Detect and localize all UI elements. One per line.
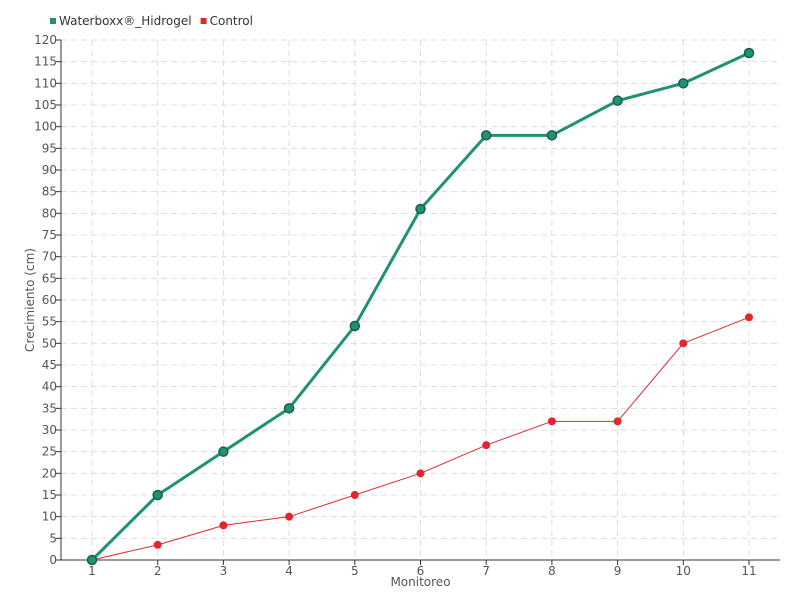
x-tick-label: 8 bbox=[548, 564, 556, 578]
legend-label-waterboxx[interactable]: Waterboxx®_Hidrogel bbox=[59, 14, 192, 28]
y-tick-label: 110 bbox=[34, 76, 57, 90]
y-tick-label: 20 bbox=[42, 466, 57, 480]
y-axis-title: Crecimiento (cm) bbox=[23, 248, 37, 352]
data-point[interactable] bbox=[218, 446, 229, 457]
data-point[interactable] bbox=[546, 130, 558, 141]
legend-swatch-waterboxx bbox=[50, 18, 56, 24]
x-tick-label: 2 bbox=[154, 564, 162, 578]
y-tick-label: 95 bbox=[42, 141, 57, 155]
x-tick-label: 1 bbox=[88, 564, 96, 578]
y-tick-label: 65 bbox=[42, 271, 57, 285]
x-tick-label: 6 bbox=[417, 564, 425, 578]
y-tick-label: 120 bbox=[34, 33, 57, 47]
y-tick-label: 45 bbox=[42, 358, 57, 372]
y-tick-label: 115 bbox=[34, 55, 57, 69]
data-point[interactable] bbox=[416, 469, 425, 478]
data-point[interactable] bbox=[679, 339, 688, 348]
data-point[interactable] bbox=[743, 47, 755, 59]
y-tick-label: 5 bbox=[49, 531, 57, 545]
legend-swatch-control bbox=[200, 18, 207, 24]
data-point[interactable] bbox=[613, 417, 622, 426]
x-tick-label: 11 bbox=[741, 564, 756, 578]
y-tick-label: 40 bbox=[42, 380, 57, 394]
x-tick-label: 3 bbox=[220, 564, 228, 578]
x-tick-label: 10 bbox=[676, 564, 691, 578]
y-tick-label: 75 bbox=[42, 228, 57, 242]
y-tick-label: 60 bbox=[42, 293, 57, 307]
x-axis-title: Monitoreo bbox=[390, 575, 450, 589]
y-tick-label: 90 bbox=[42, 163, 57, 177]
y-tick-label: 25 bbox=[42, 445, 57, 459]
y-tick-label: 55 bbox=[42, 315, 57, 329]
data-point[interactable] bbox=[152, 489, 163, 501]
y-tick-label: 100 bbox=[34, 120, 57, 134]
data-point[interactable] bbox=[415, 203, 426, 215]
y-tick-label: 15 bbox=[42, 488, 57, 502]
series-waterboxx bbox=[86, 47, 755, 566]
data-point[interactable] bbox=[285, 512, 294, 521]
y-tick-label: 80 bbox=[42, 206, 57, 220]
grid bbox=[61, 39, 780, 561]
legend[interactable]: Waterboxx®_Hidrogel Control bbox=[50, 14, 253, 28]
x-axis-ticks: 1 2 3 4 5 6 7 8 9 10 11 bbox=[88, 560, 757, 578]
data-point[interactable] bbox=[482, 441, 491, 450]
data-point[interactable] bbox=[219, 521, 228, 530]
data-point[interactable] bbox=[86, 554, 98, 566]
series bbox=[86, 47, 755, 566]
y-tick-label: 35 bbox=[42, 401, 57, 415]
data-point[interactable] bbox=[547, 417, 556, 426]
data-point[interactable] bbox=[745, 313, 753, 322]
x-tick-label: 9 bbox=[614, 564, 622, 578]
y-tick-label: 85 bbox=[42, 185, 57, 199]
y-tick-label: 70 bbox=[42, 250, 57, 264]
data-point[interactable] bbox=[678, 78, 689, 89]
data-point[interactable] bbox=[153, 540, 162, 549]
data-point[interactable] bbox=[283, 403, 295, 414]
y-tick-label: 105 bbox=[34, 98, 57, 112]
x-tick-label: 4 bbox=[285, 564, 293, 578]
legend-label-control[interactable]: Control bbox=[210, 14, 253, 28]
y-tick-label: 30 bbox=[42, 423, 57, 437]
data-point[interactable] bbox=[480, 130, 492, 141]
data-point[interactable] bbox=[349, 320, 361, 332]
x-tick-label: 7 bbox=[482, 564, 490, 578]
y-tick-label: 50 bbox=[42, 336, 57, 350]
series-control bbox=[88, 313, 753, 564]
x-tick-label: 5 bbox=[351, 564, 359, 578]
y-tick-label: 10 bbox=[42, 510, 57, 524]
data-point[interactable] bbox=[612, 95, 623, 106]
data-point[interactable] bbox=[350, 491, 359, 499]
y-axis-ticks: 0 5 10 15 20 25 30 35 40 45 50 55 60 65 70 75 80 85 90 95 10… bbox=[34, 33, 61, 567]
y-tick-label: 0 bbox=[49, 553, 57, 567]
